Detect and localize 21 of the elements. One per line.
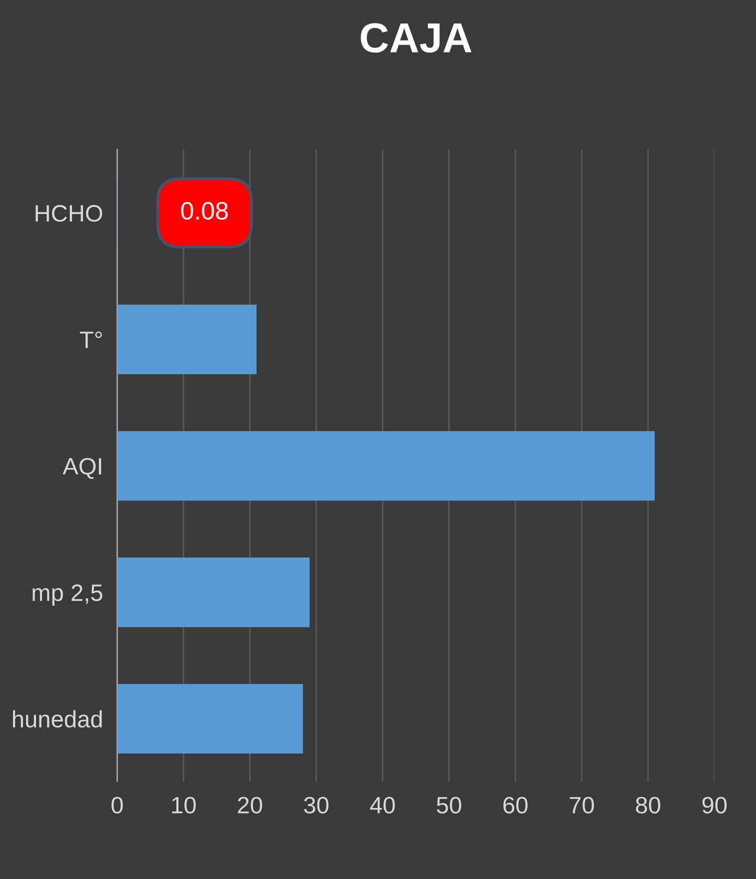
bar	[117, 684, 303, 754]
x-tick-label: 80	[636, 796, 660, 814]
bar	[117, 304, 257, 374]
y-tick-label: AQI	[62, 458, 102, 479]
chart-title: CAJA	[360, 23, 472, 53]
x-tick-label: 20	[238, 796, 262, 814]
x-tick-label: 10	[172, 796, 196, 814]
x-tick-label: 70	[570, 796, 594, 814]
data-label: 0.08	[181, 202, 228, 220]
bar	[117, 558, 310, 628]
y-tick-label: HCHO	[36, 205, 102, 222]
x-tick-label: 50	[436, 796, 462, 814]
x-tick-label: 90	[702, 796, 727, 814]
y-tick-label: mp 2,5	[32, 584, 102, 606]
y-tick-label: hunedad	[13, 710, 102, 728]
x-tick-label: 30	[304, 796, 328, 814]
bar	[117, 431, 655, 501]
x-tick-label: 0	[112, 796, 123, 814]
x-tick-label: 60	[503, 796, 528, 814]
y-tick-label: T°	[80, 331, 102, 348]
x-tick-label: 40	[370, 796, 395, 814]
